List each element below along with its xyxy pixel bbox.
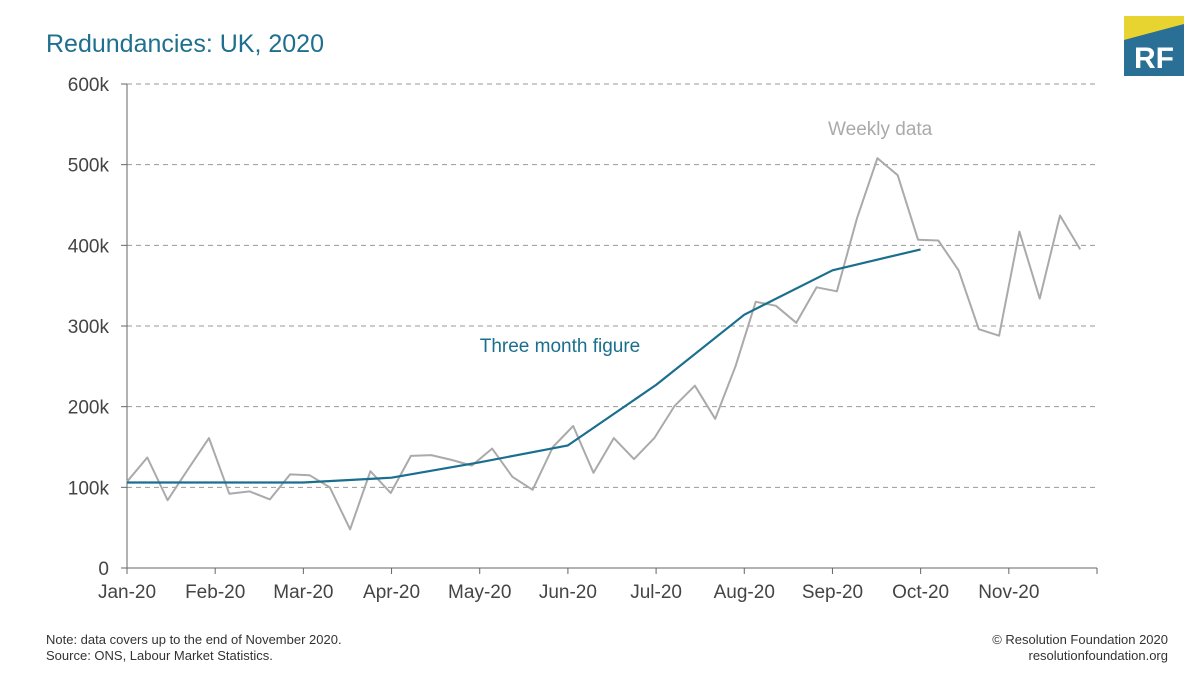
rf-logo-text: RF — [1134, 42, 1174, 75]
footer-website: resolutionfoundation.org — [1028, 648, 1169, 663]
y-tick-label-6: 600k — [68, 75, 110, 96]
x-tick-label-6: Jul-20 — [630, 582, 682, 603]
weekly-data-line — [126, 157, 1082, 531]
series-layer — [126, 157, 1082, 531]
y-tick-label-3: 300k — [68, 317, 110, 338]
x-tick-label-7: Aug-20 — [714, 582, 775, 603]
footer-copyright: © Resolution Foundation 2020 — [992, 632, 1168, 647]
y-tick-label-5: 500k — [68, 156, 110, 177]
y-tick-label-2: 200k — [68, 398, 110, 419]
three-month-figure-line — [127, 248, 921, 484]
x-tick-label-9: Oct-20 — [892, 582, 949, 603]
x-tick-label-5: Jun-20 — [539, 582, 597, 603]
rf-logo-yellow-corner — [1124, 16, 1184, 40]
annotation-weekly-data: Weekly data — [828, 119, 933, 140]
label-layer: Weekly data Three month figure — [480, 119, 933, 357]
annotation-three-month-figure: Three month figure — [480, 336, 641, 357]
redundancies-line-chart: 0 100k 200k 300k 400k 500k 600k Jan-20 Feb-20 Mar… — [68, 75, 1098, 603]
y-tick-label-1: 100k — [68, 478, 110, 499]
footer-credits: © Resolution Foundation 2020 resolutionf… — [992, 632, 1168, 664]
x-tick-label-4: May-20 — [448, 582, 511, 603]
x-tick-label-1: Feb-20 — [185, 582, 245, 603]
grid-layer — [127, 83, 1097, 488]
x-tick-label-8: Sep-20 — [802, 582, 863, 603]
x-tick-label-10: Nov-20 — [978, 582, 1039, 603]
x-tick-label-0: Jan-20 — [98, 582, 156, 603]
x-tick-label-3: Apr-20 — [363, 582, 420, 603]
y-tick-label-4: 400k — [68, 236, 110, 257]
chart-title: Redundancies: UK, 2020 — [46, 30, 324, 58]
footer-source: Source: ONS, Labour Market Statistics. — [46, 648, 273, 663]
rf-logo: RF — [1124, 16, 1184, 76]
footer-notes: Note: data covers up to the end of Novem… — [46, 632, 342, 664]
footer-note: Note: data covers up to the end of Novem… — [46, 632, 342, 647]
y-tick-label-0: 0 — [98, 559, 109, 580]
axis-layer: 0 100k 200k 300k 400k 500k 600k Jan-20 Feb-20 Mar… — [68, 75, 1098, 603]
x-tick-label-2: Mar-20 — [273, 582, 333, 603]
